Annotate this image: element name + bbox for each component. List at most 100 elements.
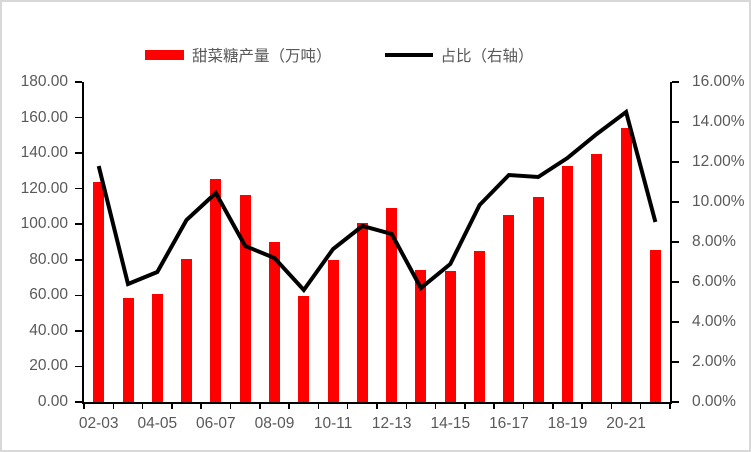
y-right-tick — [672, 241, 679, 243]
x-tick — [317, 404, 320, 409]
x-label-12-13: 12-13 — [371, 415, 412, 432]
y-right-tick — [672, 161, 679, 163]
y-right-label-12.00%: 12.00% — [692, 153, 745, 170]
y-right-tick — [672, 121, 679, 123]
x-tick — [464, 404, 466, 409]
bar-20-21 — [620, 128, 632, 402]
x-label-04-05: 04-05 — [137, 415, 178, 432]
bars-layer — [84, 82, 670, 402]
bar-19-20 — [591, 154, 603, 402]
legend-item-production: 甜菜糖产量（万吨） — [145, 44, 332, 66]
bar-16-17 — [503, 215, 515, 402]
x-tick — [434, 404, 437, 409]
y-left-tick — [75, 223, 82, 225]
y-left-label-100.00: 100.00 — [20, 215, 68, 233]
x-tick — [83, 404, 85, 409]
y-left-label-40.00: 40.00 — [29, 321, 68, 339]
bar-10-11 — [327, 259, 339, 402]
ratio-line — [96, 108, 658, 294]
x-tick — [639, 404, 642, 409]
x-label-10-11: 10-11 — [313, 415, 353, 432]
x-tick — [171, 404, 173, 409]
bar-15-16 — [474, 250, 486, 402]
x-label-20-21: 20-21 — [606, 415, 646, 432]
y-left-label-80.00: 80.00 — [29, 250, 68, 268]
y-left-label-140.00: 140.00 — [20, 144, 68, 162]
y-right-label-4.00%: 4.00% — [692, 313, 736, 330]
bar-08-09 — [269, 242, 280, 402]
y-left-label-0.00: 0.00 — [37, 393, 68, 410]
bar-13-14 — [415, 269, 427, 402]
x-tick — [405, 404, 408, 409]
y-left-tick — [75, 187, 82, 190]
line-layer — [96, 108, 658, 294]
x-tick — [376, 404, 378, 409]
x-tick — [610, 404, 613, 409]
bar-swatch-icon — [145, 50, 184, 60]
x-label-16-17: 16-17 — [489, 415, 529, 432]
bar-12-13 — [386, 208, 398, 402]
y-right-label-10.00%: 10.00% — [692, 193, 745, 210]
y-left-label-20.00: 20.00 — [29, 357, 68, 375]
x-tick — [229, 404, 232, 409]
bar-04-05 — [151, 294, 163, 402]
bar-03-04 — [122, 298, 134, 402]
y-left-tick — [75, 365, 82, 368]
x-tick — [288, 404, 290, 409]
y-left-tick — [75, 401, 82, 403]
y-right-label-0.00%: 0.00% — [692, 393, 736, 410]
y-left-tick — [75, 259, 82, 261]
x-tick — [581, 404, 583, 409]
chart-legend: 甜菜糖产量（万吨） 占比（右轴） — [145, 44, 534, 66]
y-right-label-8.00%: 8.00% — [692, 233, 736, 250]
y-left-label-160.00: 160.00 — [20, 108, 68, 126]
bar-07-08 — [239, 194, 251, 402]
x-tick — [669, 404, 671, 409]
x-tick — [112, 404, 115, 409]
plot-area — [82, 82, 672, 404]
y-right-tick — [672, 361, 679, 363]
x-label-18-19: 18-19 — [547, 415, 588, 432]
x-tick — [200, 404, 202, 409]
y-right-tick — [672, 281, 679, 283]
y-right-label-6.00%: 6.00% — [692, 273, 736, 290]
x-tick — [346, 404, 349, 409]
y-left-label-180.00: 180.00 — [20, 73, 68, 90]
y-right-tick — [672, 321, 679, 323]
bar-06-07 — [210, 178, 222, 402]
bar-11-12 — [356, 223, 368, 402]
x-tick — [259, 404, 261, 409]
y-left-label-60.00: 60.00 — [29, 286, 68, 304]
legend-label-ratio: 占比（右轴） — [440, 48, 534, 65]
bar-17-18 — [532, 196, 544, 402]
bar-21-22 — [649, 250, 661, 402]
x-label-06-07: 06-07 — [195, 415, 236, 432]
y-right-tick — [672, 81, 679, 83]
x-label-02-03: 02-03 — [78, 415, 119, 432]
x-tick — [493, 404, 495, 409]
y-left-tick — [75, 330, 82, 332]
line-swatch-icon — [384, 53, 433, 57]
y-left-tick — [75, 116, 82, 119]
y-right-label-2.00%: 2.00% — [692, 353, 736, 370]
y-right-tick — [672, 401, 679, 403]
legend-item-ratio: 占比（右轴） — [384, 44, 534, 66]
y-left-label-120.00: 120.00 — [20, 179, 68, 197]
bar-09-10 — [298, 296, 310, 402]
bar-14-15 — [444, 271, 456, 402]
y-left-tick — [75, 294, 82, 297]
x-tick — [141, 404, 144, 409]
y-left-tick — [75, 81, 82, 83]
x-tick — [522, 404, 525, 409]
bar-18-19 — [561, 166, 573, 402]
y-left-tick — [75, 152, 82, 154]
x-tick — [552, 404, 554, 409]
bar-05-06 — [181, 258, 192, 402]
legend-label-production: 甜菜糖产量（万吨） — [192, 48, 332, 65]
y-right-tick — [672, 201, 679, 203]
x-label-14-15: 14-15 — [430, 415, 471, 432]
bar-02-03 — [93, 181, 105, 402]
y-right-label-14.00%: 14.00% — [692, 113, 745, 130]
y-right-label-16.00%: 16.00% — [692, 73, 745, 90]
